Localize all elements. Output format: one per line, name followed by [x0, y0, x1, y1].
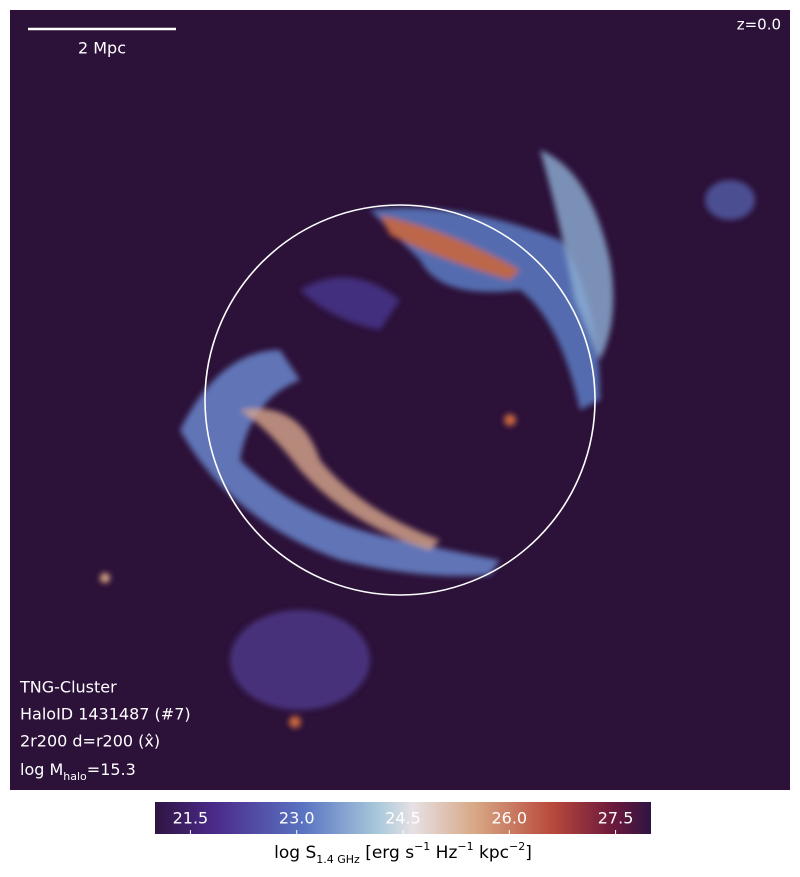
- colorbar-tick-label: 21.5: [173, 809, 209, 828]
- text-part: −1: [414, 840, 430, 853]
- annotation: HaloID 1431487 (#7): [20, 705, 191, 724]
- text-part: halo: [63, 770, 87, 783]
- annotation: TNG-Cluster: [19, 678, 117, 697]
- colorbar-tick-label: 26.0: [491, 809, 527, 828]
- colorbar-tick-label: 27.5: [598, 809, 634, 828]
- text-part: Hz: [430, 843, 457, 863]
- colorbar-tick-label: 24.5: [385, 809, 421, 828]
- map-background: [10, 10, 790, 790]
- annotation: 2r200 d=r200 (x̂): [20, 732, 160, 751]
- mass-annotation: log Mhalo=15.3: [20, 760, 136, 783]
- colorbar-label: log S1.4 GHz [erg s−1 Hz−1 kpc−2]: [274, 840, 532, 866]
- text-part: log S: [274, 843, 316, 863]
- text-part: kpc: [474, 843, 509, 863]
- emission: [100, 150, 755, 728]
- colorbar: [155, 802, 651, 834]
- text-part: =15.3: [87, 760, 136, 779]
- annotations: TNG-Cluster HaloID 1431487 (#7) 2r200 d=r2…: [19, 678, 191, 751]
- colorbar-tick-label: 23.0: [279, 809, 315, 828]
- text-part: 1.4 GHz: [316, 853, 360, 866]
- r200-circle: [204, 204, 596, 596]
- scale-bar-label: 2 Mpc: [78, 39, 126, 58]
- redshift: z=0.0: [737, 16, 781, 34]
- colorbar-ticks: 21.5 23.0 24.5 26.0 27.5: [173, 809, 634, 834]
- text-part: log M: [20, 760, 63, 779]
- text-part: [erg s: [360, 843, 414, 863]
- text-part: −1: [457, 840, 473, 853]
- text-part: ]: [525, 843, 532, 863]
- text-part: −2: [509, 840, 525, 853]
